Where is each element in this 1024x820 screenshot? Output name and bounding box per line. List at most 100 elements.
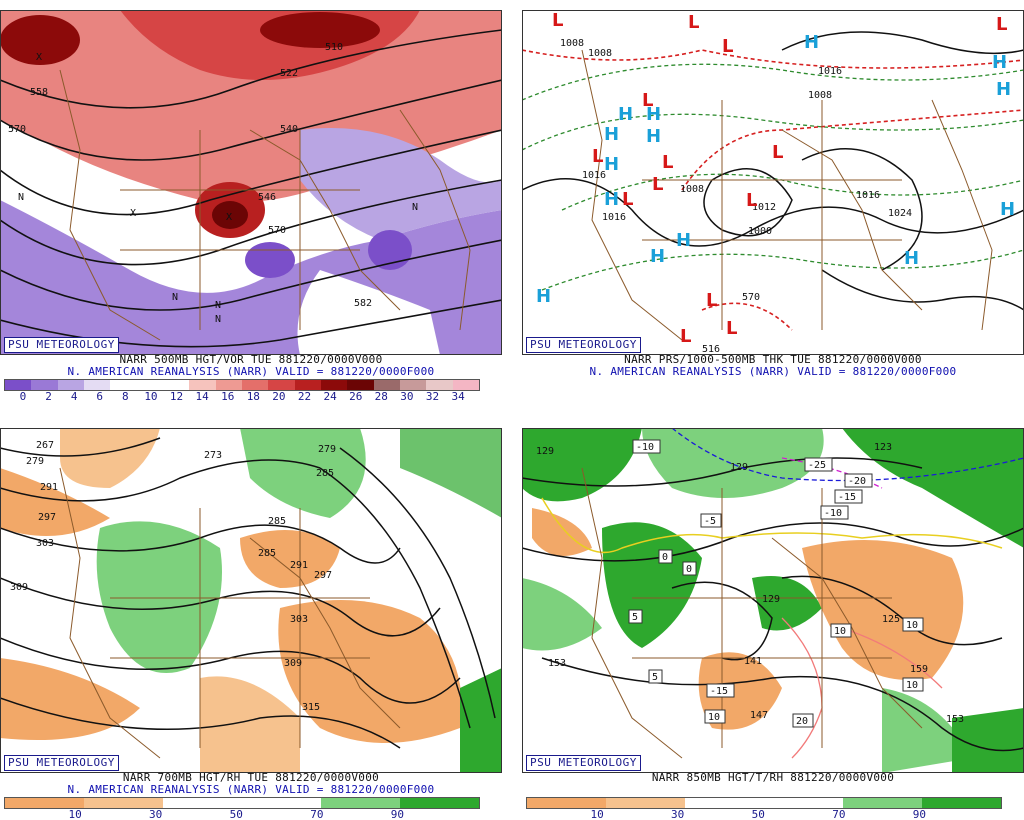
panel-500mb-vorticity: 558 570 510 522 540 546 570 582 N N N N … bbox=[0, 10, 502, 402]
isobar-label: 1016 bbox=[602, 212, 626, 223]
temperature-box bbox=[820, 505, 849, 520]
color-scale-label: 14 bbox=[195, 390, 209, 403]
color-scale-label: 10 bbox=[144, 390, 158, 403]
temperature-box bbox=[682, 561, 697, 576]
humidity-color-scale bbox=[4, 797, 480, 809]
color-scale-swatch bbox=[606, 798, 685, 808]
panel-850mb-temperature: 129 129 123 129 153 141 147 125 159 153 … bbox=[522, 428, 1024, 820]
panel-valid-time: N. AMERICAN REANALYSIS (NARR) VALID = 88… bbox=[67, 783, 435, 796]
high-pressure-marker: H bbox=[536, 286, 551, 307]
contour-label: 522 bbox=[280, 68, 298, 79]
color-scale-swatch bbox=[215, 380, 242, 390]
color-scale-label: 30 bbox=[400, 390, 414, 403]
color-scale-swatch bbox=[400, 798, 479, 808]
temperature-label: -10 bbox=[636, 442, 654, 453]
contour-label: 279 bbox=[26, 456, 44, 467]
color-scale-swatch bbox=[5, 798, 84, 808]
low-pressure-marker: L bbox=[552, 10, 563, 31]
color-scale-label: 70 bbox=[832, 808, 846, 820]
color-scale-label: 0 bbox=[19, 390, 27, 403]
color-scale-label: 22 bbox=[297, 390, 312, 403]
contour-label: 153 bbox=[946, 714, 964, 725]
isobar-label: 1016 bbox=[818, 66, 842, 77]
color-scale-swatch bbox=[452, 380, 479, 390]
temperature-box bbox=[834, 489, 863, 504]
color-scale-label: 32 bbox=[425, 390, 440, 403]
temperature-label: 10 bbox=[906, 680, 918, 691]
low-pressure-marker: L bbox=[662, 152, 673, 173]
temperature-label: 0 bbox=[686, 564, 692, 575]
low-pressure-marker: L bbox=[722, 36, 733, 57]
panel-title: NARR 500MB HGT/VOR TUE 881220/0000V000 bbox=[119, 353, 383, 366]
color-scale-swatch bbox=[426, 380, 453, 390]
color-scale-label: 18 bbox=[246, 390, 260, 403]
color-scale-swatch bbox=[294, 380, 321, 390]
temperature-label: 10 bbox=[834, 626, 846, 637]
temperature-label: -20 bbox=[848, 476, 866, 487]
contour-label: 309 bbox=[284, 658, 302, 669]
color-scale-label: 70 bbox=[310, 808, 324, 820]
vorticity-max-marker: X bbox=[36, 52, 42, 63]
color-scale-label: 24 bbox=[323, 390, 337, 403]
isobar-label: 1012 bbox=[752, 202, 776, 213]
contour-label: 129 bbox=[536, 446, 554, 457]
map-pressure-thickness: 1008 1008 1016 1008 1016 1016 1008 1000 … bbox=[522, 10, 1024, 355]
color-scale-label: 10 bbox=[68, 808, 82, 820]
color-scale-label: 90 bbox=[390, 808, 405, 820]
vorticity-min-marker: N bbox=[215, 300, 221, 311]
high-pressure-marker: H bbox=[996, 79, 1011, 100]
color-scale-label: 10 bbox=[590, 808, 604, 820]
high-pressure-marker: H bbox=[604, 189, 619, 210]
panel-title: NARR 850MB HGT/T/RH 881220/0000V000 bbox=[651, 771, 895, 784]
color-scale-swatch bbox=[321, 798, 400, 808]
color-scale-swatch bbox=[162, 380, 190, 390]
high-pressure-marker: H bbox=[1000, 199, 1015, 220]
color-scale-swatch bbox=[685, 798, 764, 808]
temperature-label: -15 bbox=[710, 686, 728, 697]
color-scale-label: 34 bbox=[451, 390, 465, 403]
high-pressure-marker: H bbox=[604, 124, 619, 145]
temperature-box bbox=[658, 549, 673, 564]
color-scale-swatch bbox=[373, 380, 400, 390]
isobar-label: 1024 bbox=[888, 208, 912, 219]
contour-label: 153 bbox=[548, 658, 566, 669]
isobar-label: 1016 bbox=[582, 170, 606, 181]
vorticity-max-marker: X bbox=[226, 212, 232, 223]
color-scale-swatch bbox=[110, 380, 137, 390]
color-scale-label: 30 bbox=[671, 808, 685, 820]
color-scale-label: 6 bbox=[96, 390, 104, 403]
temperature-box bbox=[792, 713, 814, 728]
contour-label: 129 bbox=[730, 462, 748, 473]
color-scale-swatch bbox=[83, 380, 111, 390]
contour-label: 267 bbox=[36, 440, 54, 451]
temperature-label: 10 bbox=[906, 620, 918, 631]
contour-label: 303 bbox=[290, 614, 308, 625]
contour-label: 297 bbox=[314, 570, 332, 581]
low-pressure-marker: L bbox=[652, 174, 663, 195]
color-scale-label: 20 bbox=[272, 390, 286, 403]
map-500mb-vorticity: 558 570 510 522 540 546 570 582 N N N N … bbox=[0, 10, 502, 355]
color-scale-swatch bbox=[57, 380, 84, 390]
contour-label: 123 bbox=[874, 442, 892, 453]
isobar-label: 1000 bbox=[748, 226, 772, 237]
panel-valid-time: N. AMERICAN REANALYSIS (NARR) VALID = 88… bbox=[67, 365, 435, 378]
vorticity-min-marker: N bbox=[215, 314, 221, 325]
high-pressure-marker: H bbox=[992, 52, 1007, 73]
isobar-label: 1008 bbox=[560, 38, 584, 49]
vorticity-min-marker: N bbox=[172, 292, 178, 303]
color-scale-label: 16 bbox=[221, 390, 235, 403]
contour-label: 285 bbox=[316, 468, 334, 479]
color-scale-swatch bbox=[84, 798, 163, 808]
high-pressure-marker: H bbox=[804, 32, 819, 53]
temperature-label: -10 bbox=[824, 508, 842, 519]
color-scale-swatch bbox=[268, 380, 295, 390]
vorticity-color-scale bbox=[4, 379, 480, 391]
psu-meteorology-badge: PSU METEOROLOGY bbox=[526, 337, 641, 353]
contour-label: 273 bbox=[204, 450, 222, 461]
temperature-label: 0 bbox=[662, 552, 668, 563]
low-pressure-marker: L bbox=[996, 14, 1007, 35]
panel-700mb-humidity: 267 279 291 273 279 285 297 303 309 285 … bbox=[0, 428, 502, 820]
low-pressure-marker: L bbox=[706, 290, 717, 311]
isobar-label: 1008 bbox=[588, 48, 612, 59]
low-pressure-marker: L bbox=[622, 189, 633, 210]
